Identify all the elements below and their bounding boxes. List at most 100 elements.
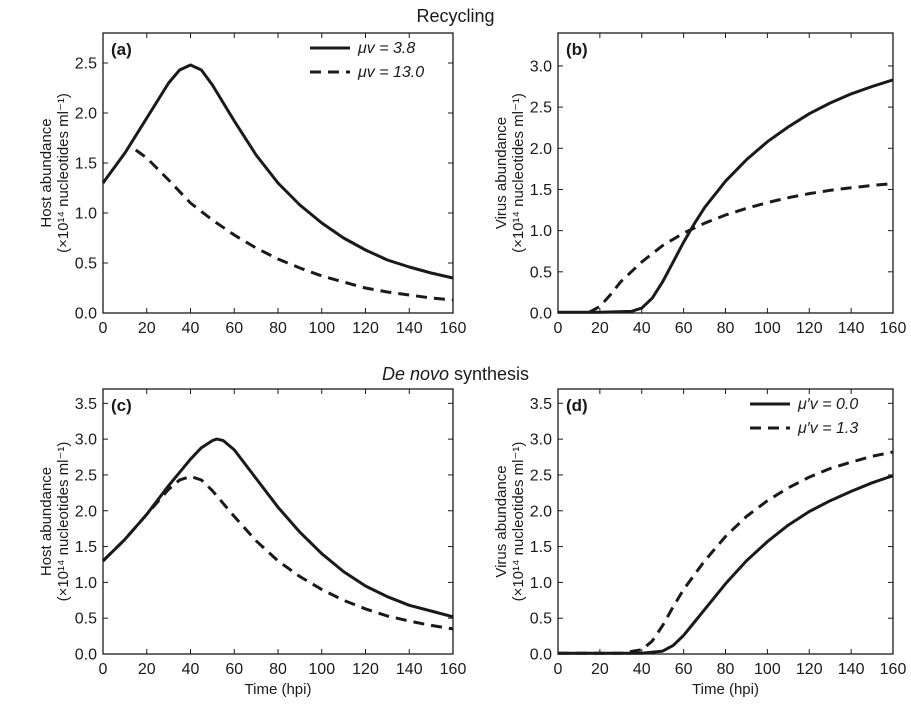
section-title-rest: synthesis — [449, 364, 530, 384]
y-tick-label: 1.5 — [75, 539, 97, 556]
x-tick-label: 140 — [396, 320, 423, 337]
x-tick-label: 80 — [269, 320, 287, 337]
x-tick-label: 140 — [396, 661, 423, 678]
panel-c: 0 20 40 60 80 100 120 140 160 0.0 0.5 1.0 1.5 2.0 2.5 3… — [38, 388, 467, 698]
y-tick-label: 0.0 — [75, 647, 97, 664]
panel-label: (c) — [111, 396, 132, 415]
y-tick-label: 1.5 — [75, 156, 97, 173]
y-tick-label: 3.5 — [75, 396, 97, 413]
legend-label: μv = 13.0 — [357, 64, 424, 81]
y-tick-label: 0.5 — [530, 611, 552, 628]
y-tick-label: 3.0 — [75, 432, 97, 449]
section-title-italic: De novo — [381, 364, 449, 384]
x-tick-label: 100 — [308, 320, 335, 337]
plot-frame — [102, 388, 454, 655]
y-tick-label: 0.5 — [75, 611, 97, 628]
panel-d: 0 20 40 60 80 100 120 140 160 0.0 0.5 1.0 1.5 2.0 2.5 3… — [493, 388, 907, 698]
section-title-recycling: Recycling — [416, 6, 495, 26]
plot-frame — [557, 32, 894, 314]
x-tick-label: 60 — [225, 320, 243, 337]
x-tick-label: 20 — [591, 320, 609, 337]
y-tick-label: 0.5 — [530, 264, 552, 281]
x-tick-label: 120 — [796, 661, 823, 678]
series-line-dashed — [588, 182, 894, 314]
y-tick-label: 0.0 — [530, 306, 552, 323]
x-tick-label: 0 — [99, 320, 108, 337]
panel-label: (a) — [111, 40, 132, 59]
x-tick-label: 20 — [138, 320, 156, 337]
panel-a: 0 20 40 60 80 100 120 140 160 0.0 0.5 1.0 1.5 2.0 2.5 H… — [38, 32, 467, 337]
y-tick-label: 1.5 — [530, 182, 552, 199]
x-tick-label: 40 — [633, 320, 651, 337]
x-tick-label: 0 — [554, 661, 563, 678]
panel-b: 0 20 40 60 80 100 120 140 160 0.0 0.5 1.0 1.5 2.0 2.5 3… — [493, 32, 907, 337]
y-tick-label: 2.0 — [75, 503, 97, 520]
y-tick-label: 1.0 — [75, 206, 97, 223]
y-tick-label: 0.5 — [75, 256, 97, 273]
x-tick-label: 80 — [269, 661, 287, 678]
y-tick-label: 2.5 — [75, 467, 97, 484]
x-tick-label: 60 — [225, 661, 243, 678]
y-axis-label-units: (×10¹⁴ nucleotides ml⁻¹) — [55, 93, 72, 253]
x-tick-label: 120 — [352, 661, 379, 678]
x-tick-label: 120 — [796, 320, 823, 337]
x-tick-label: 160 — [880, 320, 907, 337]
x-tick-label: 140 — [838, 661, 865, 678]
x-tick-label: 0 — [554, 320, 563, 337]
y-tick-label: 2.5 — [75, 56, 97, 73]
y-tick-label: 3.5 — [530, 396, 552, 413]
series-line-dashed — [558, 450, 894, 655]
panel-label: (b) — [566, 40, 588, 59]
panel-label: (d) — [566, 396, 588, 415]
x-tick-label: 100 — [754, 320, 781, 337]
y-tick-label: 1.0 — [530, 223, 552, 240]
x-tick-label: 40 — [633, 661, 651, 678]
x-tick-label: 0 — [99, 661, 108, 678]
x-tick-label: 160 — [440, 661, 467, 678]
series-line-solid — [101, 63, 454, 280]
x-tick-label: 20 — [591, 661, 609, 678]
y-tick-label: 2.0 — [530, 503, 552, 520]
x-axis-label: Time (hpi) — [692, 681, 759, 698]
y-tick-label: 2.0 — [530, 141, 552, 158]
series-line-solid — [101, 437, 454, 619]
x-axis-label: Time (hpi) — [245, 681, 312, 698]
y-tick-label: 1.5 — [530, 539, 552, 556]
y-tick-label: 1.0 — [75, 575, 97, 592]
x-tick-label: 120 — [352, 320, 379, 337]
x-tick-label: 100 — [308, 661, 335, 678]
section-title-de-novo: De novo synthesis — [0, 364, 911, 385]
y-tick-label: 3.0 — [530, 58, 552, 75]
x-tick-label: 140 — [838, 320, 865, 337]
legend-label: μ′v = 0.0 — [797, 396, 858, 413]
y-axis-label-units: (×10¹⁴ nucleotides ml⁻¹) — [55, 442, 72, 602]
series-line-solid — [558, 474, 894, 655]
y-axis-label: Host abundance — [38, 118, 55, 227]
x-tick-label: 60 — [675, 661, 693, 678]
y-tick-label: 2.5 — [530, 100, 552, 117]
y-axis-label-units: (×10¹⁴ nucleotides ml⁻¹) — [510, 93, 527, 253]
legend-label: μ′v = 1.3 — [797, 420, 858, 437]
series-line-solid — [558, 78, 894, 314]
x-tick-label: 60 — [675, 320, 693, 337]
x-tick-label: 80 — [717, 320, 735, 337]
x-tick-label: 40 — [182, 320, 200, 337]
x-tick-label: 160 — [880, 661, 907, 678]
x-tick-label: 40 — [182, 661, 200, 678]
y-tick-label: 0.0 — [75, 306, 97, 323]
series-line-dashed — [101, 474, 454, 631]
y-axis-label: Host abundance — [38, 467, 55, 576]
x-tick-label: 100 — [754, 661, 781, 678]
y-tick-label: 2.0 — [75, 106, 97, 123]
y-axis-label: Virus abundance — [493, 465, 510, 577]
series-line-dashed — [134, 148, 454, 302]
y-tick-label: 1.0 — [530, 575, 552, 592]
y-tick-label: 3.0 — [530, 432, 552, 449]
x-tick-label: 20 — [138, 661, 156, 678]
x-tick-label: 160 — [440, 320, 467, 337]
y-tick-label: 2.5 — [530, 467, 552, 484]
y-axis-label: Virus abundance — [493, 117, 510, 229]
y-tick-label: 0.0 — [530, 647, 552, 664]
y-axis-label-units: (×10¹⁴ nucleotides ml⁻¹) — [510, 442, 527, 602]
